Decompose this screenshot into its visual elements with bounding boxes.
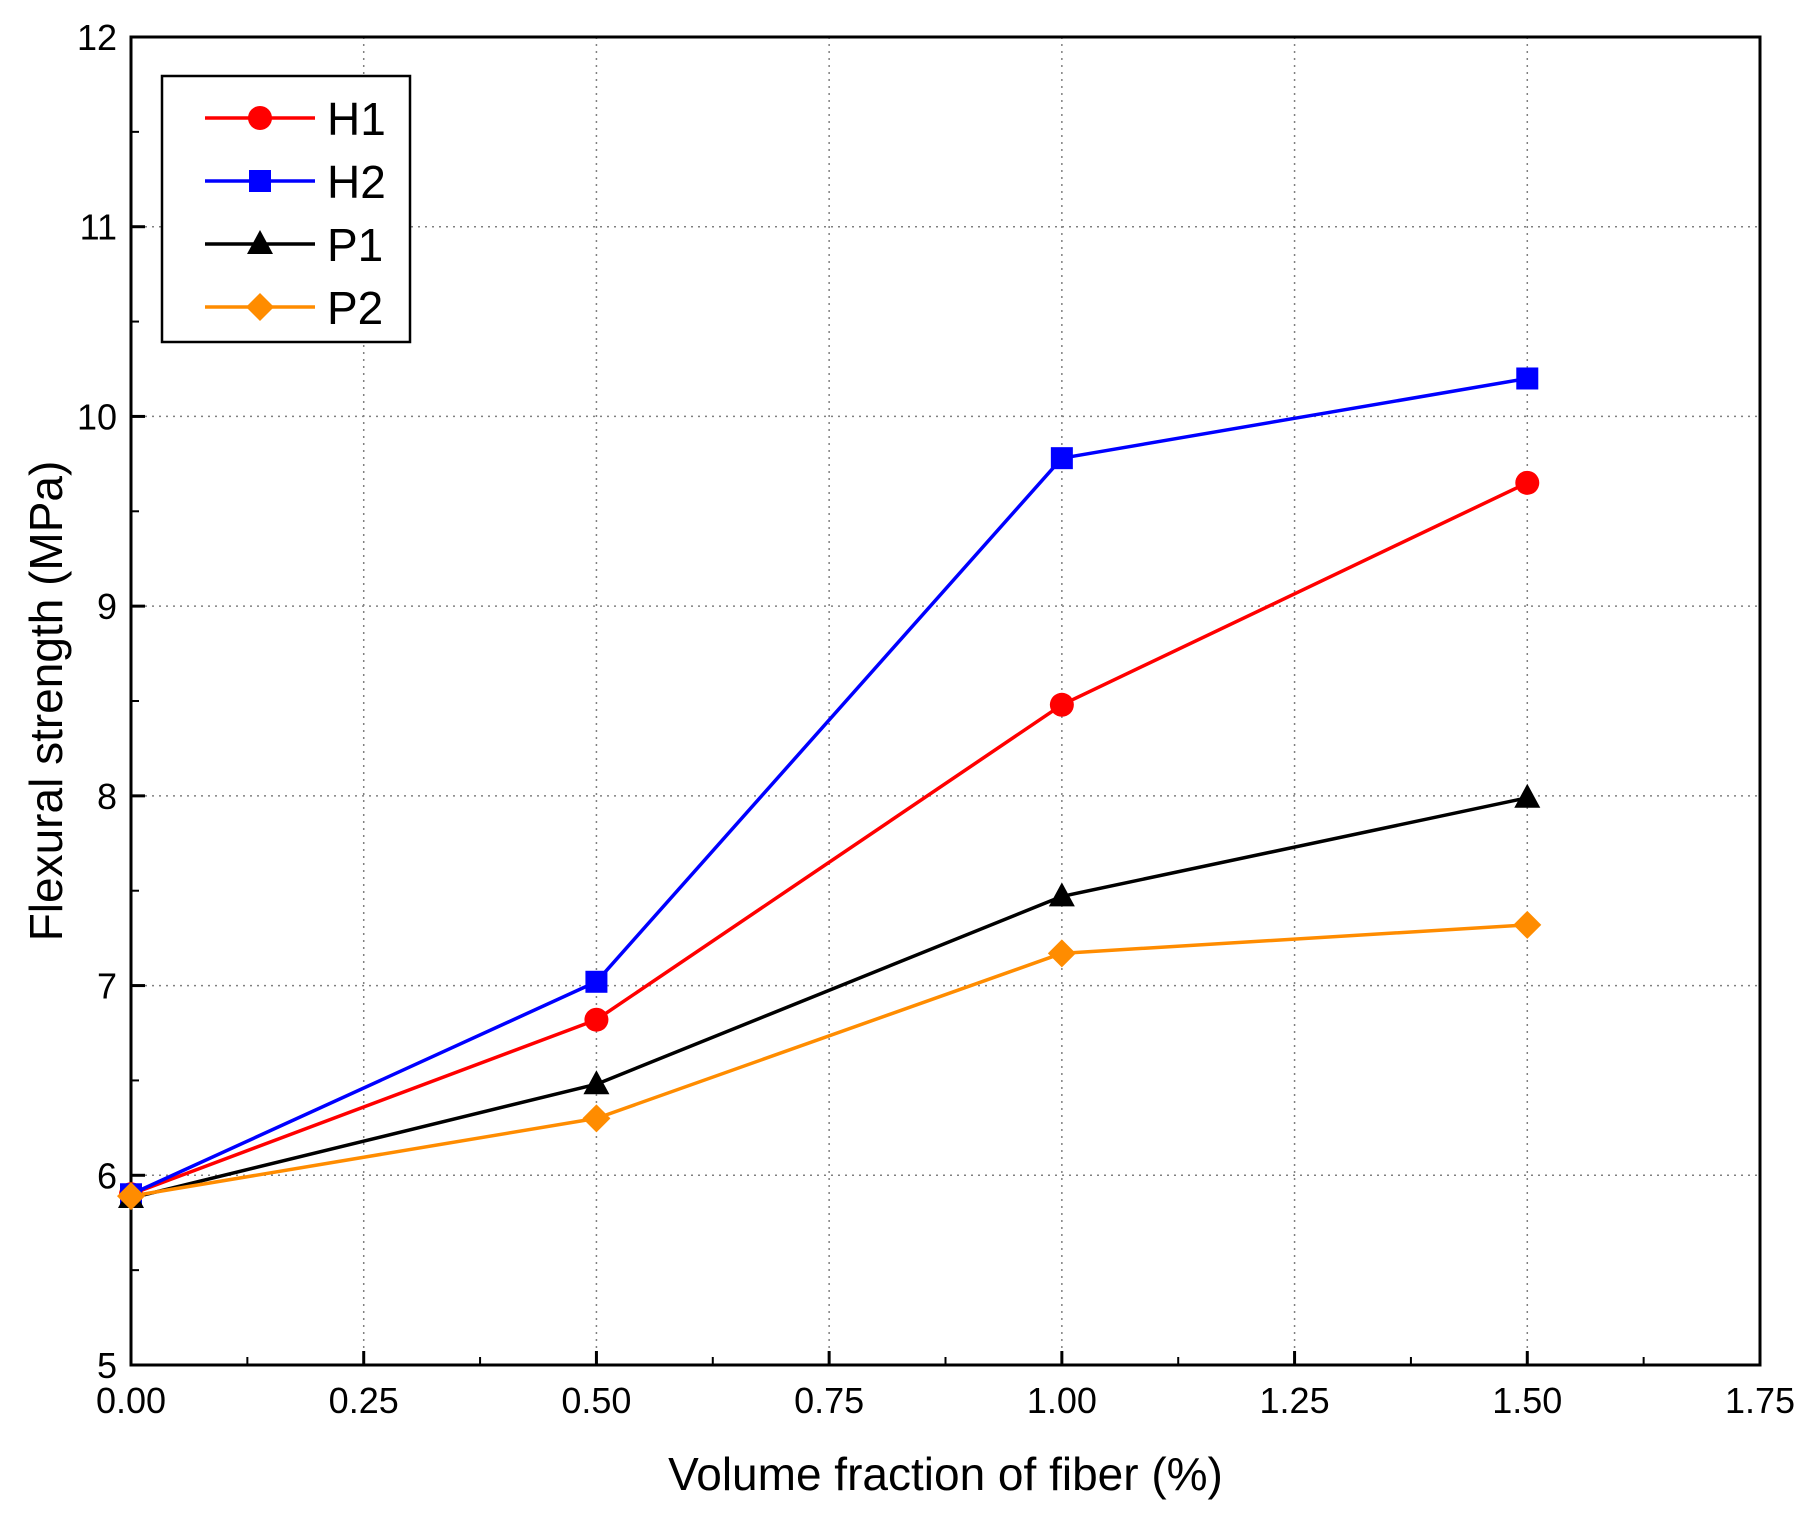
data-point-p1 <box>583 1070 610 1095</box>
y-tick-label: 11 <box>80 207 117 248</box>
data-point-h2 <box>585 970 608 993</box>
series-line-h1 <box>130 481 1529 1196</box>
legend-item-h2: H2 <box>205 156 386 208</box>
data-point-h2 <box>1050 447 1073 470</box>
legend-marker-p1 <box>247 230 273 254</box>
y-axis-title: Flexural strength (MPa) <box>20 461 72 942</box>
x-axis-title: Volume fraction of fiber (%) <box>668 1448 1223 1500</box>
y-tick-label: 9 <box>97 586 117 627</box>
x-tick-label: 1.50 <box>1492 1380 1562 1421</box>
x-tick-label: 0.25 <box>329 1380 399 1421</box>
legend-label-p2: P2 <box>327 282 383 334</box>
data-point-p2 <box>1047 939 1076 968</box>
legend-marker-h2 <box>249 170 271 192</box>
data-point-h2 <box>1516 367 1539 390</box>
x-tick-label: 0.00 <box>96 1380 166 1421</box>
y-tick-label: 10 <box>77 396 117 437</box>
legend-marker-p2 <box>246 293 274 321</box>
legend: H1 H2 P1 P2 <box>160 74 412 344</box>
data-point-p2 <box>1513 910 1542 939</box>
x-tick-label: 0.75 <box>794 1380 864 1421</box>
series-line-p1 <box>130 796 1528 1200</box>
legend-label-h2: H2 <box>327 156 386 208</box>
legend-box <box>160 74 412 344</box>
legend-item-p1: P1 <box>205 219 383 271</box>
series-p2 <box>117 910 1542 1211</box>
data-point-h1 <box>1049 692 1074 717</box>
data-point-h1 <box>1515 470 1540 495</box>
y-tick-label: 7 <box>97 966 117 1007</box>
legend-label-h1: H1 <box>327 93 386 145</box>
y-tick-label: 6 <box>97 1155 117 1196</box>
legend-item-p2: P2 <box>205 282 383 334</box>
data-point-p2 <box>582 1104 611 1133</box>
x-tick-label: 0.50 <box>561 1380 631 1421</box>
y-tick-label: 12 <box>77 17 117 58</box>
x-tick-label: 1.75 <box>1725 1380 1795 1421</box>
y-tick-label: 8 <box>97 776 117 817</box>
series-line-h2 <box>130 376 1528 1196</box>
data-point-p1 <box>1048 882 1075 907</box>
y-tick-label: 5 <box>97 1345 117 1386</box>
series-line-p2 <box>130 923 1528 1198</box>
series-layer <box>117 367 1542 1211</box>
x-tick-label: 1.25 <box>1260 1380 1330 1421</box>
data-point-h1 <box>584 1007 609 1032</box>
grid-layer <box>131 37 1760 1365</box>
data-point-p1 <box>1514 783 1541 808</box>
x-tick-label: 1.00 <box>1027 1380 1097 1421</box>
legend-label-p1: P1 <box>327 219 383 271</box>
axis-layer: 0.00 0.25 0.50 0.75 1.00 1.25 1.50 1.75 5 6 7 8 9 10 1… <box>77 17 1795 1421</box>
legend-item-h1: H1 <box>205 93 386 145</box>
data-point-p2 <box>117 1182 145 1211</box>
legend-marker-h1 <box>248 106 272 130</box>
